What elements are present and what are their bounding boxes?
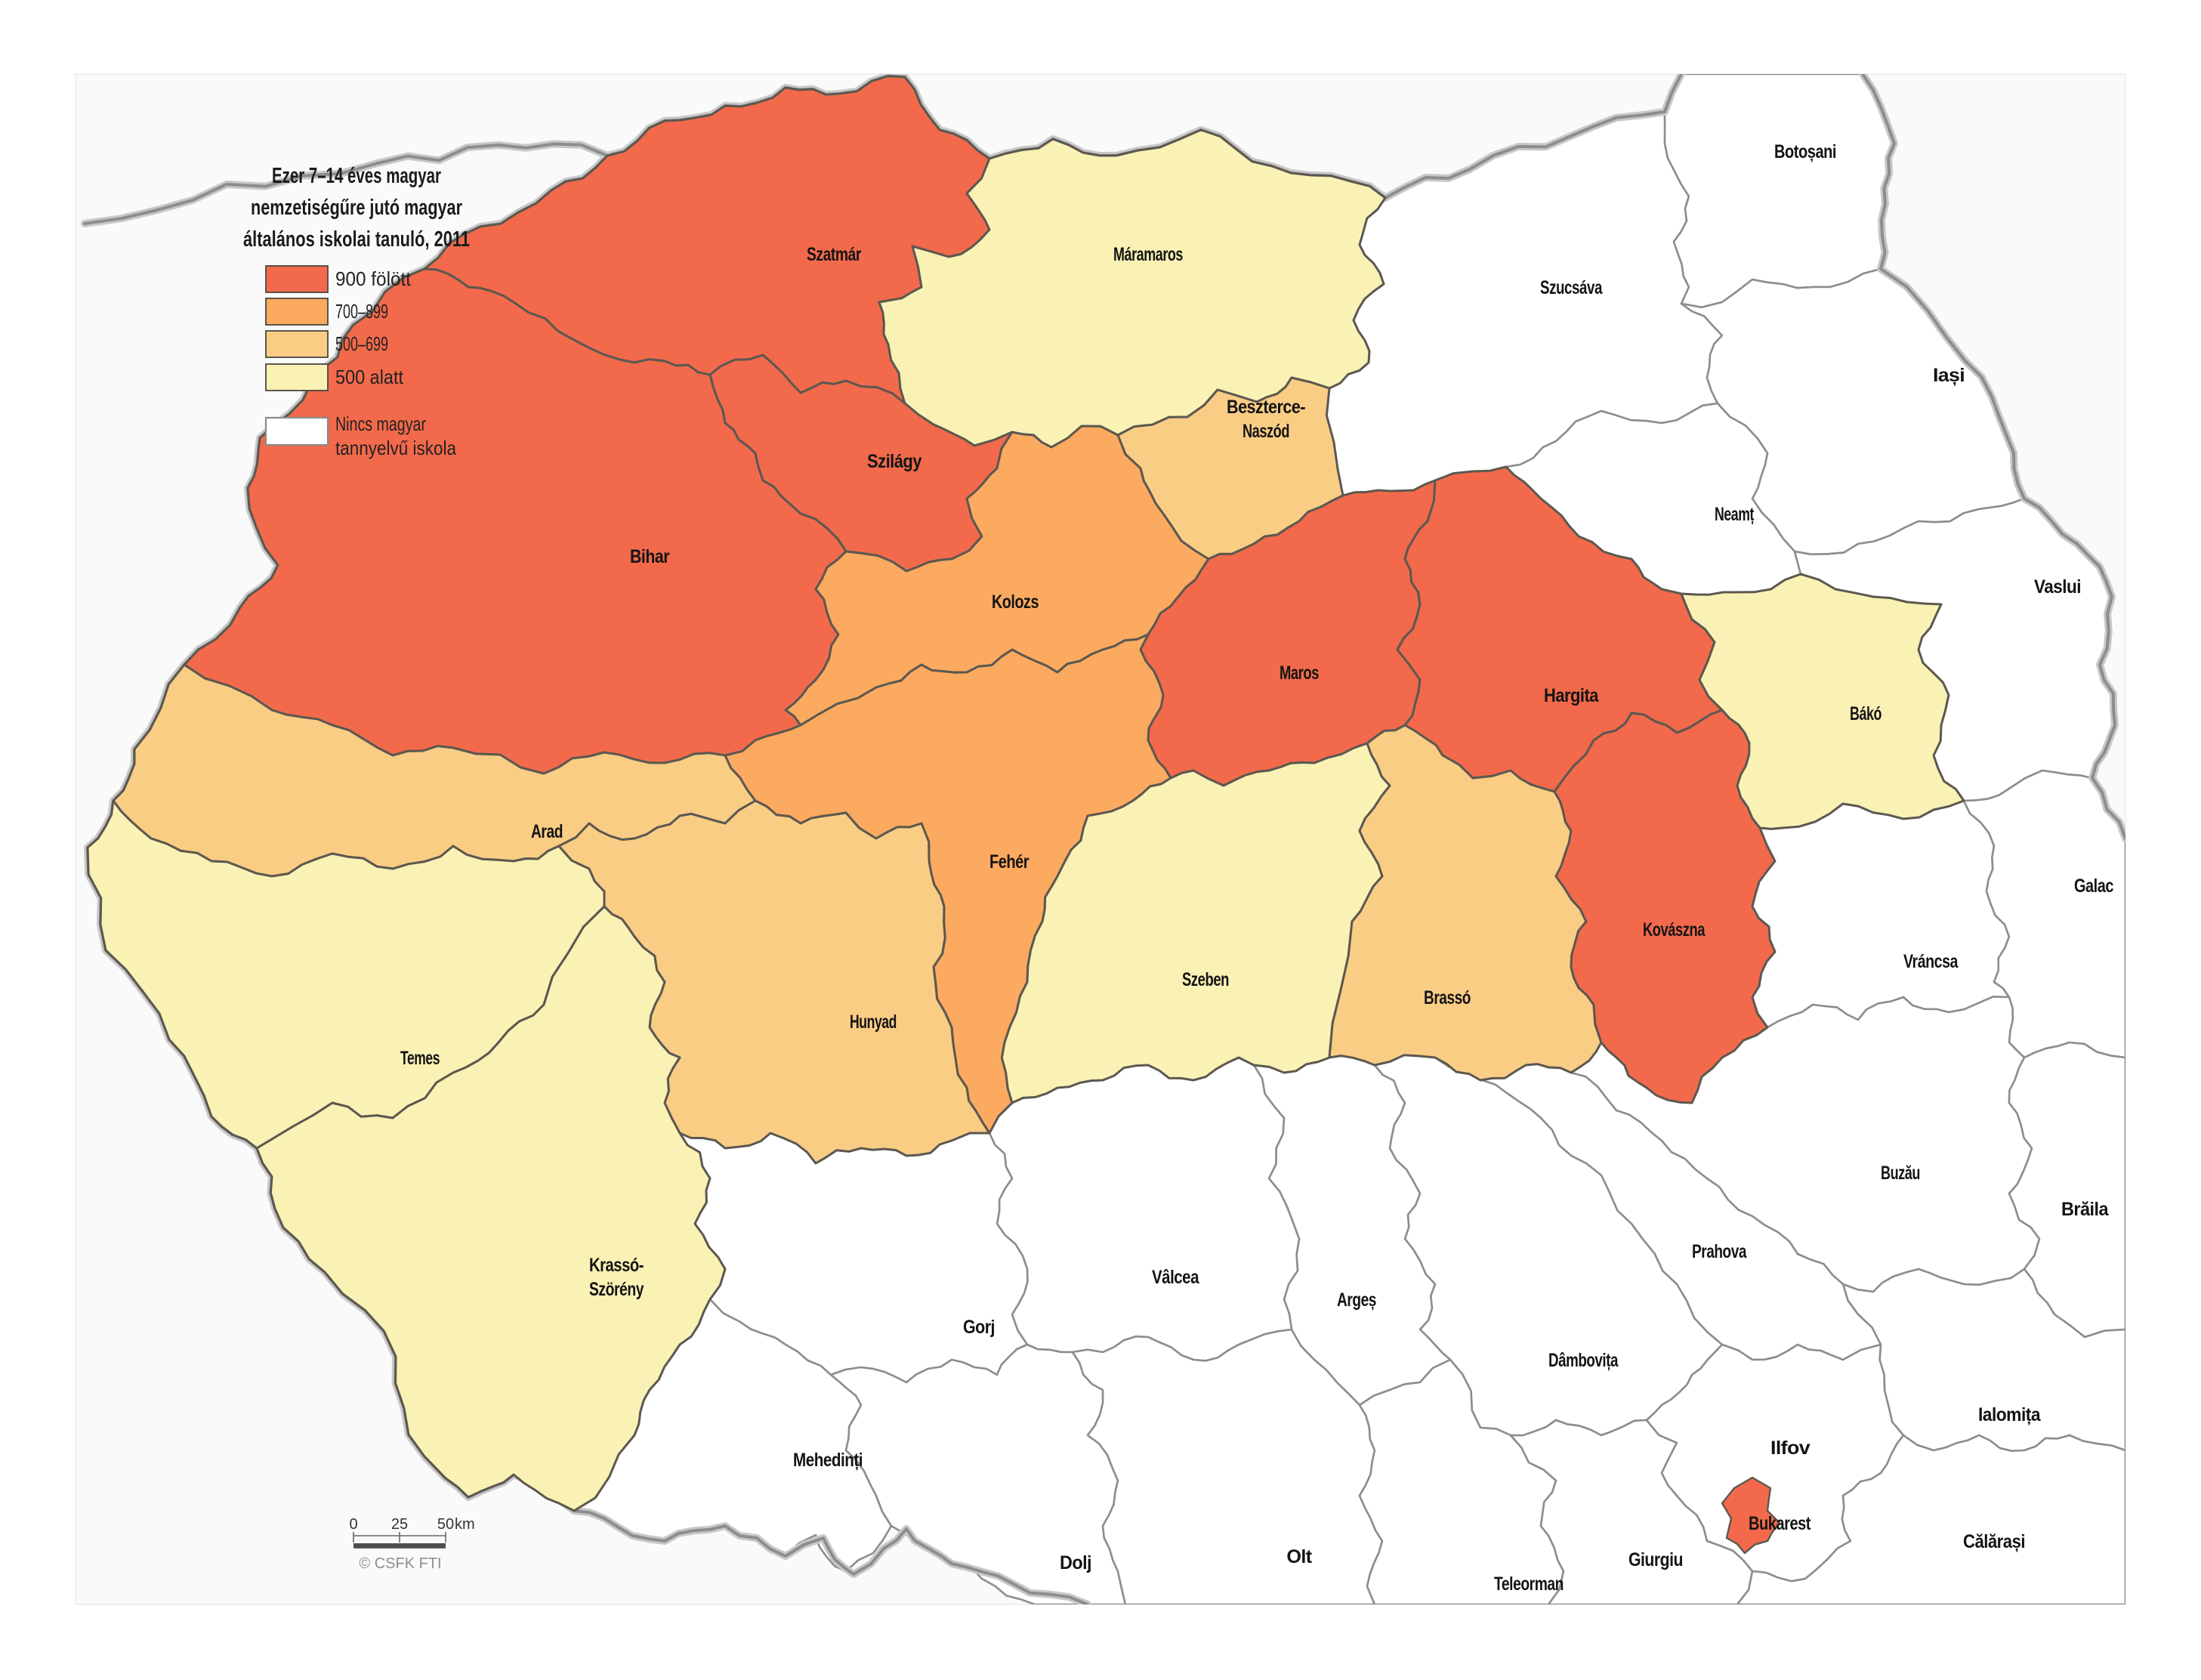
county-label-calarasi: Călărași	[1963, 1531, 2025, 1552]
legend-label-c900: 900 fölött	[335, 267, 412, 290]
legend-label-none: tannyelvű iskola	[335, 437, 456, 459]
county-label-szeben: Szeben	[1182, 969, 1229, 990]
legend-label-c500: 500–699	[335, 332, 388, 355]
county-label-mehedinti: Mehedinți	[793, 1450, 863, 1471]
legend-title: Ezer 7–14 éves magyar nemzetiségűre jutó …	[243, 164, 470, 252]
county-label-gorj: Gorj	[963, 1317, 995, 1338]
county-vrancsa	[1751, 799, 2011, 1029]
county-bukarest	[1721, 1476, 1781, 1555]
county-calarasi	[1736, 1434, 2125, 1604]
county-braila	[2008, 1041, 2125, 1339]
county-krasso	[255, 905, 727, 1512]
county-label-beszterce: Beszterce-Naszód	[1227, 397, 1305, 442]
county-label-kolozs: Kolozs	[992, 591, 1039, 613]
county-botosani	[1663, 74, 1896, 309]
county-label-krasso: Krassó-Szörény	[589, 1255, 644, 1300]
county-label-botosani: Botoșani	[1774, 141, 1836, 162]
county-label-dolj: Dolj	[1060, 1552, 1091, 1573]
county-label-buzau: Buzău	[1881, 1163, 1920, 1184]
county-label-szilagy: Szilágy	[867, 451, 922, 472]
county-label-hargita: Hargita	[1544, 685, 1599, 706]
county-label-maros: Maros	[1280, 662, 1319, 684]
legend-swatch-c900	[265, 265, 329, 293]
scale-tick-label: 25	[391, 1516, 408, 1533]
county-label-dambovita: Dâmbovița	[1548, 1350, 1619, 1371]
county-label-valcea: Vâlcea	[1152, 1267, 1199, 1288]
county-labels-layer: Szatmár Máramaros Szucsáva Botoșani Iași Neam…	[400, 141, 2114, 1595]
international-border	[1861, 74, 2125, 840]
county-label-vaslui: Vaslui	[2034, 576, 2081, 598]
county-label-brasso: Brassó	[1424, 987, 1471, 1008]
county-label-iasi: Iași	[1933, 365, 1965, 386]
counties-no-school-layer	[573, 74, 2125, 1604]
county-label-arad: Arad	[531, 821, 563, 842]
county-label-arges: Argeș	[1337, 1289, 1376, 1311]
scale-bar-fill	[353, 1543, 446, 1549]
legend-swatch-c0	[265, 363, 329, 391]
county-label-szatmar: Szatmár	[807, 244, 862, 265]
scale-bar: 0 25 50 km	[349, 1516, 475, 1549]
county-label-galac: Galac	[2074, 876, 2113, 897]
legend-swatch-none	[264, 416, 329, 446]
county-label-hunyad: Hunyad	[850, 1011, 897, 1033]
county-label-braila: Brăila	[2061, 1199, 2109, 1220]
county-valcea	[988, 1056, 1301, 1362]
county-label-ialomita: Ialomița	[1978, 1404, 2041, 1425]
county-label-vrancsa: Vráncsa	[1903, 951, 1959, 972]
county-label-feher: Fehér	[989, 851, 1030, 872]
county-label-ilfov: Ilfov	[1770, 1438, 1810, 1459]
county-label-szucsava: Szucsáva	[1540, 277, 1603, 298]
legend-label-none: Nincs magyar	[335, 412, 426, 435]
credit-text: © CSFK FTI	[359, 1555, 441, 1572]
county-label-giurgiu: Giurgiu	[1628, 1549, 1683, 1570]
international-border	[83, 142, 609, 225]
county-label-kovaszna: Kovászna	[1643, 919, 1706, 940]
legend: Ezer 7–14 éves magyar nemzetiségűre jutó …	[243, 164, 470, 459]
legend-swatch-c700	[265, 298, 329, 326]
scale-tick-label: 0	[349, 1516, 357, 1533]
county-label-teleorman: Teleorman	[1494, 1573, 1564, 1595]
county-label-bako: Bákó	[1850, 703, 1882, 724]
legend-swatch-c500	[265, 330, 329, 358]
scale-unit: km	[455, 1516, 475, 1533]
legend-label-c0: 500 alatt	[335, 366, 404, 388]
county-label-bihar: Bihar	[630, 546, 670, 567]
county-label-olt: Olt	[1286, 1546, 1312, 1567]
scale-tick-label: 50	[437, 1516, 454, 1533]
county-label-bukarest: Bukarest	[1749, 1513, 1811, 1534]
legend-label-c700: 700–899	[335, 300, 388, 323]
county-label-temes: Temes	[400, 1048, 440, 1069]
county-label-maramaros: Máramaros	[1113, 244, 1183, 265]
county-label-neamt: Neamț	[1715, 504, 1755, 525]
counties-colored-layer	[86, 75, 1965, 1555]
county-kovaszna	[1553, 709, 1777, 1104]
county-label-prahova: Prahova	[1692, 1241, 1747, 1262]
